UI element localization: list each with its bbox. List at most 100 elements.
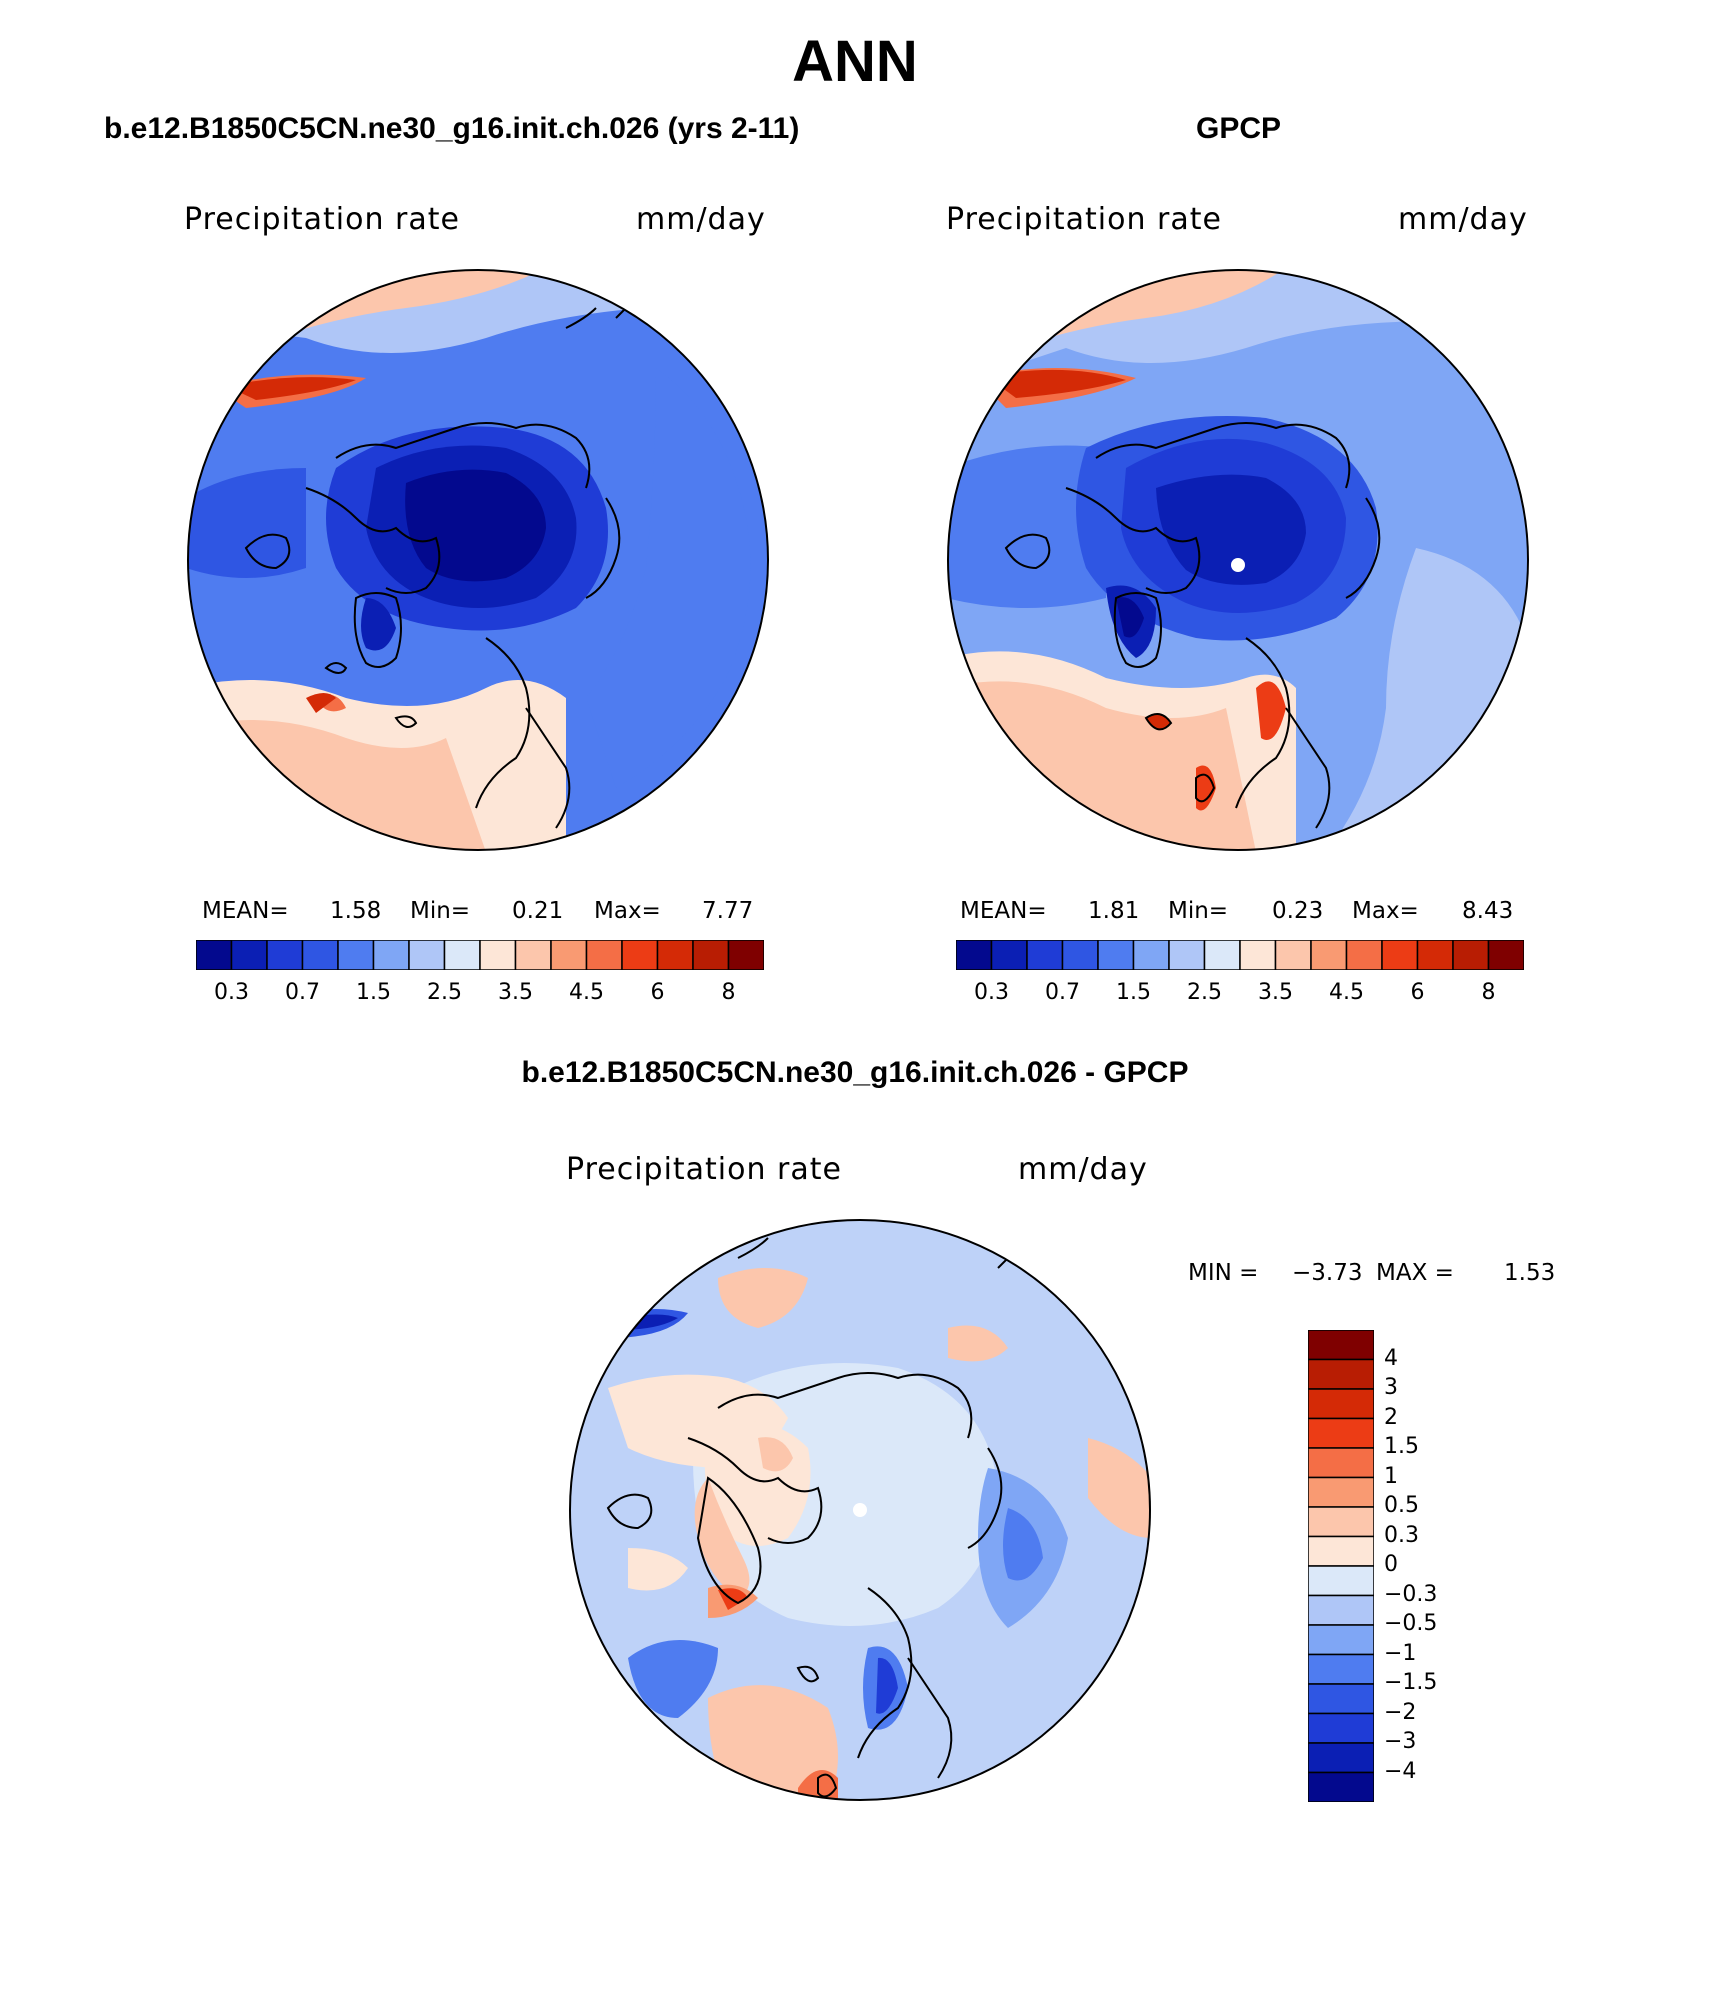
panel-3-units-label: mm/day	[1018, 1152, 1148, 1187]
colorbar-swatch	[230, 940, 268, 970]
colorbar-swatch	[550, 940, 588, 970]
colorbar-swatch	[1203, 940, 1241, 970]
colorbar-swatch	[514, 940, 552, 970]
colorbar-swatch	[1308, 1742, 1374, 1774]
panel-3-max-label: MAX =	[1376, 1260, 1454, 1286]
panel-3-colorbar-ticks: 4 3 2 1.5 1 0.5 0.3 0 −0.3 −0.5 −1 −1.5 −2 −3 −4	[1384, 1330, 1504, 1802]
colorbar-swatch	[692, 940, 730, 970]
colorbar-tick-label: 6	[650, 980, 665, 1005]
colorbar-swatch	[585, 940, 623, 970]
colorbar-tick-label: 3	[1384, 1375, 1398, 1400]
panel-3-min-label: MIN =	[1188, 1260, 1259, 1286]
colorbar-tick-label: 4	[1384, 1345, 1398, 1371]
panel-1-variable-label: Precipitation rate	[184, 202, 460, 237]
panel-2-colorbar-ticks: 0.3 0.7 1.5 2.5 3.5 4.5 6 8	[956, 980, 1524, 1010]
colorbar-swatch	[1308, 1565, 1374, 1597]
colorbar-tick-label: 1.5	[1384, 1434, 1419, 1459]
panel-2-mean-label: MEAN=	[960, 898, 1047, 924]
colorbar-tick-label: 8	[1481, 980, 1496, 1005]
panel-3-min-value: −3.73	[1292, 1260, 1363, 1286]
panel-1-max-label: Max=	[594, 898, 661, 924]
colorbar-swatch	[1308, 1447, 1374, 1479]
panel-1-colorbar-ticks: 0.3 0.7 1.5 2.5 3.5 4.5 6 8	[196, 980, 764, 1010]
panel-3-colorbar	[1308, 1330, 1374, 1802]
colorbar-tick-label: 1.5	[1116, 980, 1151, 1005]
colorbar-swatch	[956, 940, 993, 970]
colorbar-swatch	[1308, 1712, 1374, 1744]
colorbar-swatch	[1308, 1771, 1374, 1802]
colorbar-tick-label: 2.5	[1187, 980, 1222, 1005]
colorbar-swatch	[196, 940, 233, 970]
colorbar-tick-label: −4	[1384, 1758, 1417, 1784]
colorbar-tick-label: −0.3	[1384, 1581, 1438, 1607]
colorbar-swatch	[1061, 940, 1099, 970]
colorbar-swatch	[1416, 940, 1454, 970]
panel-3-title: b.e12.B1850C5CN.ne30_g16.init.ch.026 - G…	[521, 1056, 1189, 1089]
colorbar-swatch	[1310, 940, 1348, 970]
colorbar-tick-label: 0.3	[1384, 1522, 1419, 1548]
colorbar-swatch	[1026, 940, 1064, 970]
colorbar-swatch	[990, 940, 1028, 970]
colorbar-tick-label: 1.5	[356, 980, 391, 1005]
colorbar-swatch	[1308, 1653, 1374, 1685]
colorbar-tick-label: 3.5	[498, 980, 533, 1005]
colorbar-swatch	[727, 940, 764, 970]
panel-1-mean-value: 1.58	[330, 898, 382, 924]
colorbar-tick-label: 0.3	[974, 980, 1009, 1005]
colorbar-swatch	[1097, 940, 1135, 970]
panel-1-units-label: mm/day	[636, 202, 766, 237]
panel-2-colorbar	[956, 940, 1524, 970]
colorbar-tick-label: −2	[1384, 1699, 1417, 1725]
colorbar-tick-label: 3.5	[1258, 980, 1293, 1005]
colorbar-swatch	[1132, 940, 1170, 970]
colorbar-swatch	[1452, 940, 1490, 970]
panel-1-mean-label: MEAN=	[202, 898, 289, 924]
colorbar-tick-label: 1	[1384, 1463, 1398, 1489]
colorbar-tick-label: 2.5	[427, 980, 462, 1005]
colorbar-tick-label: 0.3	[214, 980, 249, 1005]
panel-2-max-value: 8.43	[1462, 898, 1514, 924]
panel-1-title: b.e12.B1850C5CN.ne30_g16.init.ch.026 (yr…	[104, 112, 800, 145]
colorbar-swatch	[443, 940, 481, 970]
colorbar-tick-label: 0.7	[285, 980, 320, 1005]
colorbar-swatch	[301, 940, 339, 970]
colorbar-swatch	[1308, 1417, 1374, 1449]
panel-3-polar-map	[569, 1219, 1151, 1801]
colorbar-swatch	[1168, 940, 1206, 970]
colorbar-tick-label: 0.5	[1384, 1493, 1419, 1518]
panel-1-max-value: 7.77	[702, 898, 754, 924]
panel-1-min-value: 0.21	[512, 898, 564, 924]
colorbar-swatch	[1308, 1624, 1374, 1656]
colorbar-swatch	[1308, 1506, 1374, 1538]
colorbar-swatch	[656, 940, 694, 970]
colorbar-tick-label: 0.7	[1045, 980, 1080, 1005]
colorbar-swatch	[1381, 940, 1419, 970]
colorbar-swatch	[1308, 1358, 1374, 1390]
colorbar-tick-label: −0.5	[1384, 1611, 1438, 1636]
colorbar-swatch	[1308, 1594, 1374, 1626]
panel-3-variable-label: Precipitation rate	[566, 1152, 842, 1187]
colorbar-tick-label: −3	[1384, 1729, 1417, 1754]
panel-2-mean-value: 1.81	[1088, 898, 1140, 924]
panel-1-colorbar	[196, 940, 764, 970]
colorbar-swatch	[1308, 1388, 1374, 1420]
page-title: ANN	[792, 29, 918, 94]
colorbar-swatch	[1345, 940, 1383, 970]
colorbar-tick-label: 6	[1410, 980, 1425, 1005]
colorbar-swatch	[1239, 940, 1277, 970]
colorbar-swatch	[1274, 940, 1312, 970]
colorbar-tick-label: −1.5	[1384, 1670, 1438, 1695]
panel-2-max-label: Max=	[1352, 898, 1419, 924]
panel-2-min-value: 0.23	[1272, 898, 1324, 924]
colorbar-swatch	[621, 940, 659, 970]
colorbar-swatch	[266, 940, 304, 970]
panel-1-polar-map	[187, 269, 769, 851]
colorbar-swatch	[1308, 1330, 1374, 1361]
colorbar-swatch	[1308, 1535, 1374, 1567]
colorbar-tick-label: 4.5	[569, 980, 604, 1005]
panel-1-min-label: Min=	[410, 898, 471, 924]
colorbar-swatch	[479, 940, 517, 970]
colorbar-swatch	[337, 940, 375, 970]
panel-2-units-label: mm/day	[1398, 202, 1528, 237]
panel-2-polar-map	[947, 269, 1529, 851]
